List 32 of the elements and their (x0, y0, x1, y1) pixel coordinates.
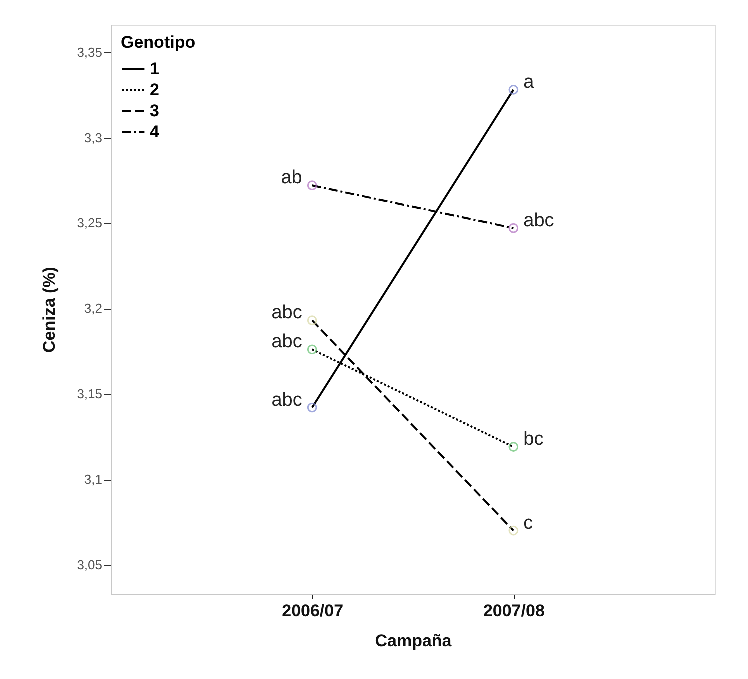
legend-label: 2 (150, 80, 160, 100)
legend-title: Genotipo (121, 33, 196, 52)
y-axis-title: Ceniza (%) (40, 267, 60, 353)
x-tick-label: 2007/08 (483, 602, 545, 620)
point (307, 316, 318, 326)
annotation: abc (272, 390, 302, 411)
y-tick-label: 3,15 (77, 386, 102, 402)
x-tick-label: 2006/07 (282, 602, 344, 620)
point (307, 180, 318, 191)
point (508, 85, 519, 95)
point (307, 402, 318, 413)
y-tick-label: 3,35 (77, 44, 102, 60)
annotation: abc (272, 332, 302, 353)
y-tick-label: 3,2 (84, 301, 102, 316)
legend-label: 4 (150, 122, 160, 142)
y-tick-label: 3,05 (77, 557, 102, 572)
point (508, 442, 519, 452)
legend-label: 3 (150, 102, 160, 120)
annotation: c (524, 512, 534, 534)
annotation: a (524, 72, 535, 93)
point (307, 344, 318, 355)
annotation: bc (524, 429, 544, 450)
annotation: ab (281, 168, 302, 189)
point (508, 526, 519, 536)
y-tick-label: 3,3 (84, 130, 102, 146)
annotation: abc (524, 210, 554, 232)
legend-label: 1 (150, 60, 160, 78)
annotation: abc (272, 302, 302, 324)
x-axis-title: Campaña (375, 632, 452, 650)
point (508, 223, 519, 234)
y-tick-label: 3,1 (84, 472, 102, 488)
y-tick-label: 3,25 (77, 216, 102, 231)
